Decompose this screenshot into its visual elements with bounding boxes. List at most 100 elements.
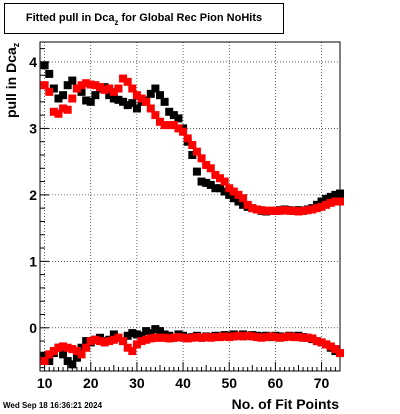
data-point bbox=[142, 97, 151, 106]
data-point bbox=[59, 350, 68, 359]
data-point bbox=[225, 184, 234, 193]
data-point bbox=[317, 338, 326, 347]
data-point bbox=[174, 333, 183, 342]
data-point bbox=[63, 81, 72, 90]
data-point bbox=[72, 84, 81, 93]
data-point bbox=[96, 337, 104, 346]
data-point bbox=[322, 340, 331, 349]
data-point bbox=[128, 329, 137, 338]
data-point bbox=[239, 194, 248, 203]
data-point bbox=[54, 343, 63, 352]
data-point bbox=[308, 334, 317, 343]
data-point bbox=[54, 94, 63, 103]
data-point bbox=[299, 333, 308, 342]
data-point bbox=[63, 105, 72, 114]
data-point bbox=[317, 197, 326, 206]
data-point bbox=[285, 332, 294, 341]
data-point bbox=[331, 197, 340, 206]
data-point bbox=[234, 190, 243, 199]
data-point bbox=[206, 333, 215, 342]
x-tick-label: 20 bbox=[83, 375, 99, 391]
data-point bbox=[179, 333, 188, 342]
data-point bbox=[77, 87, 86, 96]
data-point bbox=[59, 91, 68, 100]
data-point bbox=[109, 87, 118, 96]
x-tick-label: 50 bbox=[221, 375, 237, 391]
data-point bbox=[156, 91, 164, 100]
data-point bbox=[188, 333, 197, 342]
x-tick-label: 40 bbox=[175, 375, 191, 391]
data-point bbox=[160, 97, 169, 106]
data-point bbox=[294, 207, 303, 216]
data-point bbox=[54, 109, 63, 118]
data-point bbox=[114, 84, 123, 93]
data-point bbox=[114, 95, 123, 104]
x-axis-label: No. of Fit Points bbox=[231, 396, 339, 412]
data-point bbox=[137, 94, 146, 103]
data-point bbox=[202, 333, 211, 342]
data-point bbox=[243, 200, 252, 209]
data-point bbox=[266, 206, 275, 215]
data-point bbox=[151, 333, 160, 342]
data-point bbox=[271, 333, 280, 342]
data-point bbox=[234, 197, 243, 206]
data-point bbox=[188, 150, 197, 159]
data-point bbox=[252, 205, 261, 214]
data-point bbox=[331, 190, 340, 199]
data-point bbox=[303, 333, 312, 342]
data-point bbox=[123, 101, 132, 110]
x-tick-label: 60 bbox=[268, 375, 284, 391]
data-point bbox=[280, 206, 289, 215]
data-point bbox=[123, 343, 132, 352]
data-point bbox=[86, 80, 95, 89]
data-point bbox=[188, 141, 197, 150]
data-point bbox=[72, 347, 81, 356]
data-point bbox=[68, 94, 77, 103]
data-point bbox=[68, 360, 77, 369]
data-point bbox=[289, 333, 298, 342]
data-point bbox=[49, 347, 58, 356]
data-point bbox=[142, 335, 151, 344]
data-point bbox=[82, 96, 91, 105]
data-point bbox=[132, 104, 141, 113]
data-point bbox=[202, 160, 211, 169]
data-point bbox=[77, 350, 86, 359]
data-point bbox=[336, 197, 344, 206]
data-point bbox=[40, 351, 49, 360]
data-point bbox=[40, 357, 49, 366]
data-point bbox=[257, 333, 266, 342]
data-point bbox=[262, 333, 271, 342]
data-point bbox=[91, 335, 100, 344]
data-point bbox=[128, 99, 137, 108]
data-point bbox=[317, 202, 326, 211]
data-point bbox=[312, 204, 321, 213]
data-point bbox=[82, 79, 91, 88]
data-point bbox=[142, 327, 151, 336]
data-point bbox=[45, 69, 54, 78]
data-point bbox=[216, 333, 224, 342]
data-point bbox=[123, 331, 132, 340]
data-point bbox=[146, 334, 155, 343]
data-point bbox=[299, 206, 308, 215]
data-point bbox=[336, 349, 344, 358]
data-point bbox=[146, 89, 155, 98]
data-point bbox=[100, 85, 109, 94]
data-point bbox=[169, 121, 178, 130]
x-tick-label: 10 bbox=[37, 375, 53, 391]
data-point bbox=[174, 124, 183, 133]
data-point bbox=[100, 338, 109, 347]
data-point bbox=[169, 333, 178, 342]
data-point bbox=[183, 134, 192, 143]
y-tick-label: 1 bbox=[29, 253, 37, 269]
data-point bbox=[229, 194, 238, 203]
data-point bbox=[211, 184, 220, 193]
data-point bbox=[322, 200, 331, 209]
y-axis-label: pull in Dcaz bbox=[3, 42, 21, 118]
data-point bbox=[128, 84, 137, 93]
data-point bbox=[289, 206, 298, 215]
y-tick-label: 4 bbox=[29, 54, 37, 70]
data-point bbox=[206, 164, 215, 173]
data-point bbox=[312, 337, 321, 346]
data-point bbox=[165, 334, 174, 343]
data-point bbox=[239, 332, 248, 341]
